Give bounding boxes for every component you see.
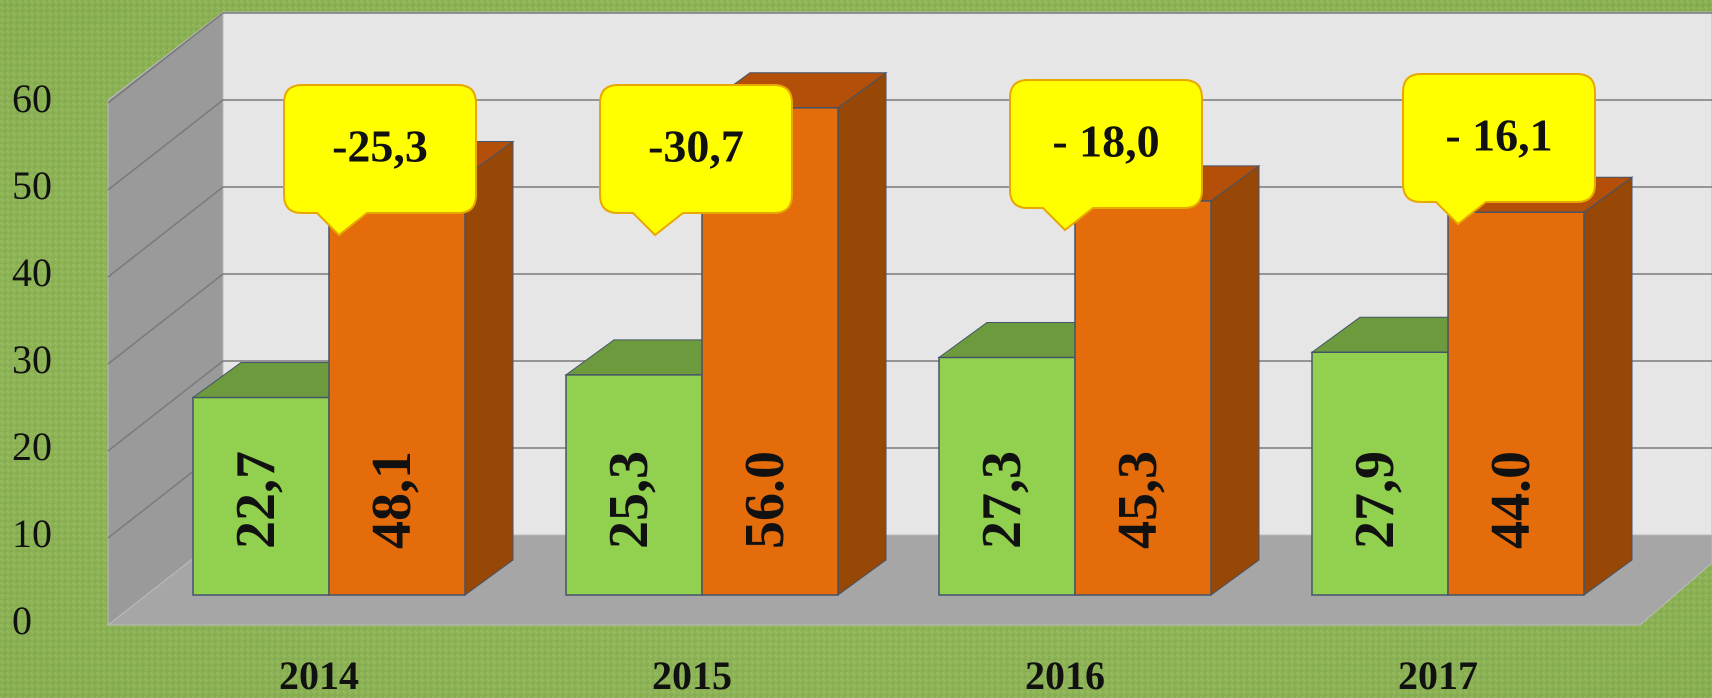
y-tick-label: 40 bbox=[12, 250, 52, 295]
bar bbox=[1074, 200, 1212, 596]
bar-side bbox=[464, 140, 514, 596]
bar bbox=[328, 175, 466, 596]
callout bbox=[1009, 79, 1203, 232]
value-label: 25,3 bbox=[598, 451, 660, 549]
annotation: -30,7 bbox=[648, 121, 744, 172]
x-tick-label: 2014 bbox=[279, 653, 359, 698]
grid-line bbox=[107, 99, 1712, 191]
y-tick-label: 50 bbox=[12, 163, 52, 208]
value-label: 56.0 bbox=[734, 451, 796, 549]
y-tick-label: 20 bbox=[12, 424, 52, 469]
x-tick-label: 2015 bbox=[652, 653, 732, 698]
bar bbox=[938, 356, 1076, 596]
callout bbox=[1402, 73, 1596, 226]
bar bbox=[1311, 351, 1449, 596]
y-tick-label: 0 bbox=[12, 598, 32, 643]
value-label: 44.0 bbox=[1480, 451, 1542, 549]
bar-side bbox=[1210, 164, 1260, 596]
bar-side bbox=[837, 71, 887, 596]
value-label: 27,9 bbox=[1344, 451, 1406, 549]
y-tick-label: 60 bbox=[12, 76, 52, 121]
bar bbox=[192, 396, 330, 596]
grid-line bbox=[107, 12, 1712, 104]
annotation: -25,3 bbox=[332, 121, 428, 172]
bar bbox=[565, 374, 703, 596]
annotation: - 16,1 bbox=[1445, 110, 1552, 161]
bar-side bbox=[1583, 176, 1633, 596]
annotation: - 18,0 bbox=[1052, 116, 1159, 167]
x-tick-label: 2017 bbox=[1398, 653, 1478, 698]
value-label: 48,1 bbox=[361, 451, 423, 549]
y-tick-label: 30 bbox=[12, 337, 52, 382]
callout bbox=[599, 84, 793, 237]
y-tick-label: 10 bbox=[12, 511, 52, 556]
value-label: 22,7 bbox=[225, 451, 287, 549]
value-label: 45,3 bbox=[1107, 451, 1169, 549]
x-tick-label: 2016 bbox=[1025, 653, 1105, 698]
callout bbox=[283, 84, 477, 237]
value-label: 27,3 bbox=[971, 451, 1033, 549]
bar bbox=[1447, 211, 1585, 596]
